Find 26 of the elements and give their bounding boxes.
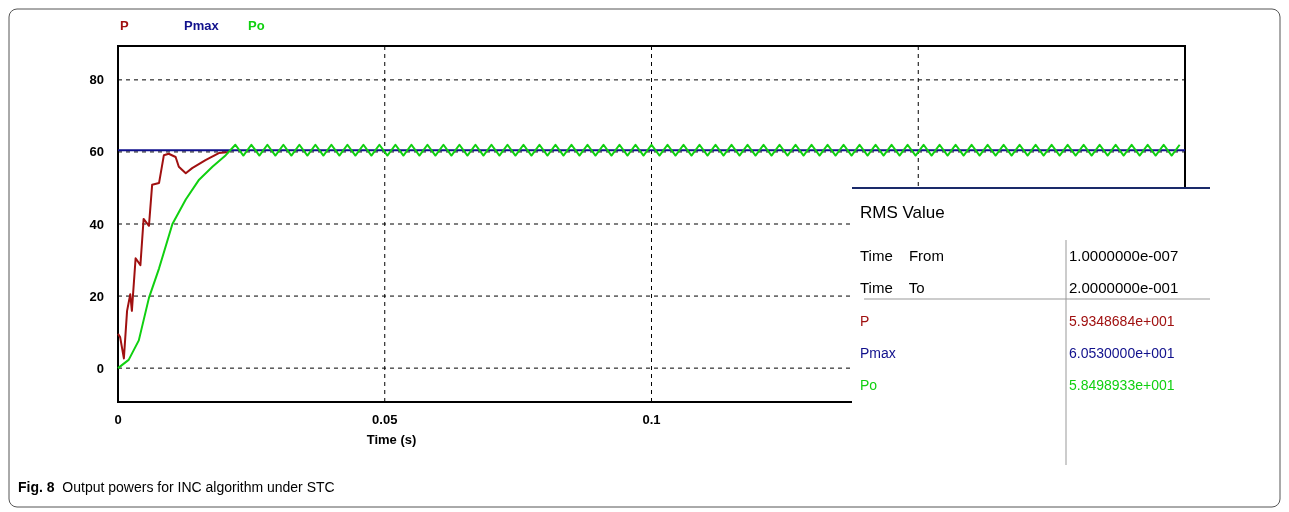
- line-series: [117, 150, 230, 360]
- annotation: 5.8498933e+001: [1069, 377, 1175, 393]
- text: Pmax: [184, 18, 220, 33]
- annotation: 6.0530000e+001: [1069, 345, 1175, 361]
- text: P: [860, 313, 870, 329]
- caption: Fig. 8 Output powers for INC algorithm under STC: [18, 479, 335, 495]
- annotation: RMS Value: [860, 203, 945, 222]
- annotation: 5.9348684e+001: [1069, 313, 1175, 329]
- text: Po: [860, 377, 878, 393]
- x-tick-label: 0.1: [642, 412, 661, 427]
- annotation: Time To: [860, 279, 925, 296]
- annotation: 2.0000000e-001: [1069, 279, 1179, 296]
- line-series: [117, 143, 1181, 370]
- y-tick-label: 40: [89, 216, 104, 232]
- x-axis-title: Time (s): [366, 432, 417, 447]
- annotation: Time From: [860, 247, 944, 264]
- y-tick-label: 0: [96, 360, 104, 376]
- x-tick-label: 0: [114, 412, 122, 427]
- y-tick-label: 60: [89, 144, 104, 160]
- x-tick-label: 0.05: [372, 412, 398, 427]
- annotation: 1.0000000e-007: [1069, 247, 1179, 264]
- text: Pmax: [860, 345, 896, 361]
- y-tick-label: 20: [89, 288, 104, 304]
- text: P: [120, 18, 129, 33]
- text: Po: [248, 18, 265, 33]
- y-tick-label: 80: [89, 72, 104, 88]
